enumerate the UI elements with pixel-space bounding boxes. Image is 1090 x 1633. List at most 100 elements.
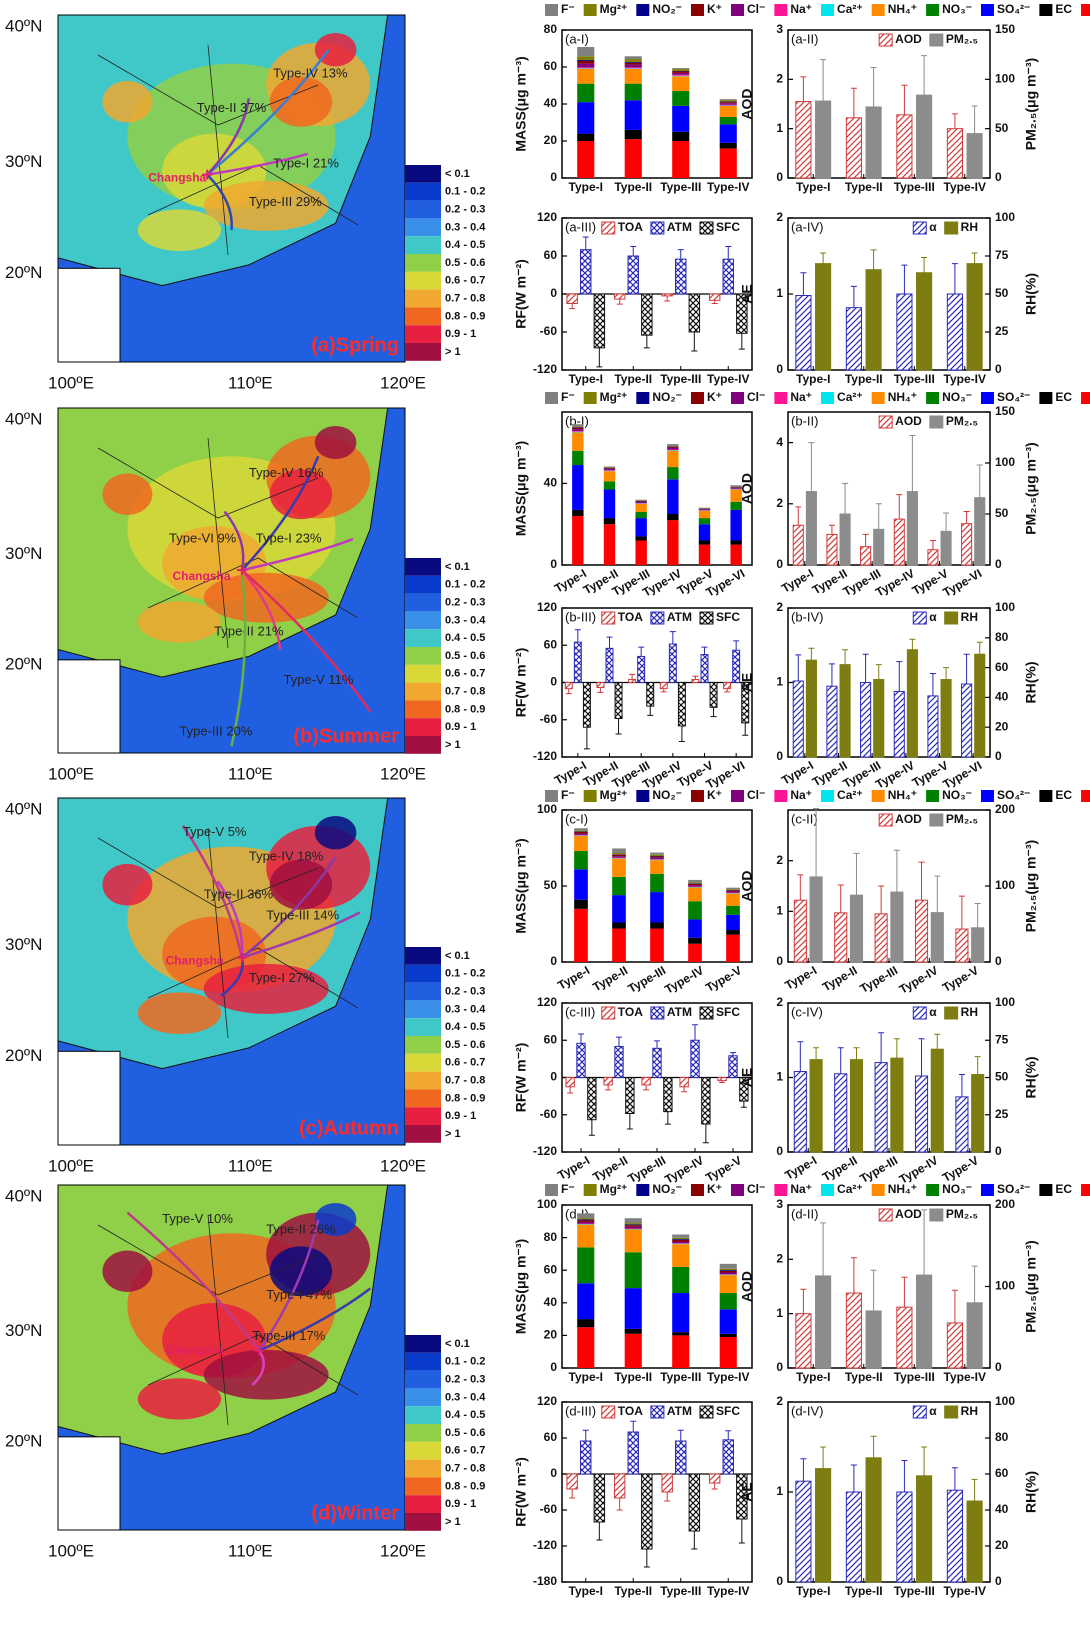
bar bbox=[728, 1055, 738, 1079]
bar bbox=[834, 1073, 848, 1153]
error-bar bbox=[664, 295, 671, 302]
bar-segment bbox=[577, 1283, 595, 1320]
bar-segment bbox=[688, 937, 702, 944]
legend-bin bbox=[405, 1352, 441, 1371]
error-bar bbox=[582, 236, 589, 250]
bar-segment bbox=[650, 854, 664, 857]
y-tick-label: 60 bbox=[544, 1262, 558, 1276]
bar bbox=[865, 1457, 882, 1583]
legend-bin-label: 0.5 - 0.6 bbox=[445, 257, 485, 269]
bar-segment bbox=[624, 1288, 642, 1329]
legend-label: Na⁺ bbox=[790, 788, 812, 802]
bar-segment bbox=[719, 100, 737, 102]
legend-label: Na⁺ bbox=[790, 2, 812, 16]
bar-segment bbox=[572, 426, 584, 428]
legend-swatch bbox=[1039, 790, 1053, 802]
bar-segment bbox=[672, 1239, 690, 1240]
y-tick-label: 1 bbox=[776, 286, 783, 300]
bar-segment bbox=[635, 511, 647, 519]
bar-segment bbox=[574, 833, 588, 835]
legend-bin bbox=[405, 647, 441, 665]
error-bar bbox=[669, 631, 676, 645]
legend-bin-label: 0.4 - 0.5 bbox=[445, 632, 485, 644]
trajectory bbox=[207, 152, 309, 176]
legend-bin bbox=[405, 682, 441, 701]
panel-label: (a-III) bbox=[565, 219, 596, 234]
error-bar bbox=[837, 1047, 844, 1074]
bar-segment bbox=[577, 1218, 595, 1220]
y2-tick-label: 60 bbox=[995, 1466, 1009, 1480]
legend-swatch bbox=[878, 813, 893, 827]
bar-segment bbox=[650, 860, 664, 874]
y2-tick-label: 100 bbox=[995, 1394, 1015, 1408]
aod-region bbox=[137, 992, 222, 1034]
legend-bin bbox=[405, 165, 441, 183]
error-bar bbox=[797, 1041, 804, 1072]
legend-swatch bbox=[944, 221, 959, 235]
y-tick-label: 50 bbox=[544, 878, 558, 892]
bar-segment bbox=[726, 890, 740, 892]
y-tick-label: 0 bbox=[550, 1466, 557, 1480]
bar-segment bbox=[719, 101, 737, 103]
x-tick-label: Type-I bbox=[796, 372, 830, 386]
legend-label: Mg²⁺ bbox=[600, 788, 628, 802]
legend-label: AOD bbox=[895, 414, 922, 428]
legend-bin bbox=[405, 182, 441, 201]
bar-segment bbox=[603, 471, 616, 482]
error-bar bbox=[862, 533, 869, 547]
bar-segment bbox=[577, 1221, 595, 1224]
error-bar bbox=[837, 884, 844, 913]
legend-label: NH₄⁺ bbox=[888, 1182, 917, 1196]
city-marker bbox=[236, 565, 247, 576]
legend-bin bbox=[405, 254, 441, 272]
bar-segment bbox=[624, 56, 642, 60]
legend-bin bbox=[405, 1441, 441, 1460]
y2-axis-label: PM₂.₅(μg m⁻³) bbox=[1023, 840, 1039, 932]
bar bbox=[566, 293, 578, 304]
y-axis-label: MASS(μg m⁻³) bbox=[513, 838, 529, 933]
legend-bin-label: < 0.1 bbox=[445, 1338, 470, 1350]
error-bar bbox=[918, 1038, 925, 1077]
error-bar bbox=[976, 641, 983, 655]
legend-bin-label: > 1 bbox=[445, 1516, 461, 1528]
error-bar bbox=[971, 1265, 978, 1303]
bar-segment bbox=[688, 879, 702, 883]
bar-segment bbox=[730, 509, 742, 541]
bar bbox=[792, 680, 804, 758]
legend-label: Mg²⁺ bbox=[600, 390, 628, 404]
legend-label: Na⁺ bbox=[790, 390, 812, 404]
y-tick-label: 1 bbox=[776, 1484, 783, 1498]
error-bar bbox=[565, 688, 572, 695]
lon-label: 110ºE bbox=[228, 1156, 273, 1175]
legend-bin bbox=[405, 325, 441, 343]
error-bar bbox=[943, 512, 950, 532]
legend-swatch bbox=[731, 392, 744, 404]
error-bar bbox=[596, 347, 603, 368]
bar bbox=[792, 524, 804, 566]
y-axis-label: MASS(μg m⁻³) bbox=[513, 441, 529, 536]
y2-tick-label: 0 bbox=[995, 1360, 1002, 1374]
x-tick-label: Type-I bbox=[555, 963, 592, 992]
legend-swatch bbox=[545, 4, 558, 16]
lon-label: 100ºE bbox=[48, 764, 94, 783]
bar-segment bbox=[603, 468, 616, 470]
bar bbox=[916, 1274, 933, 1369]
x-tick-label: Type-II bbox=[614, 372, 652, 386]
y-tick-label: 0 bbox=[550, 675, 557, 689]
error-bar bbox=[691, 332, 698, 352]
x-tick-label: Type-III bbox=[660, 180, 701, 194]
bar bbox=[641, 1473, 653, 1550]
error-bar bbox=[870, 1269, 877, 1311]
bar-segment bbox=[698, 508, 711, 510]
error-bar bbox=[664, 1111, 671, 1125]
panel-label: (c-II) bbox=[791, 811, 818, 826]
inset bbox=[58, 1436, 121, 1530]
legend-swatch bbox=[583, 1184, 597, 1196]
bar-segment bbox=[688, 887, 702, 902]
bar-segment bbox=[577, 133, 595, 141]
legend-bin bbox=[405, 1071, 441, 1090]
bar-segment bbox=[572, 429, 584, 432]
legend-label: α bbox=[929, 610, 937, 624]
bar-segment bbox=[624, 1252, 642, 1289]
legend-swatch bbox=[691, 392, 704, 404]
